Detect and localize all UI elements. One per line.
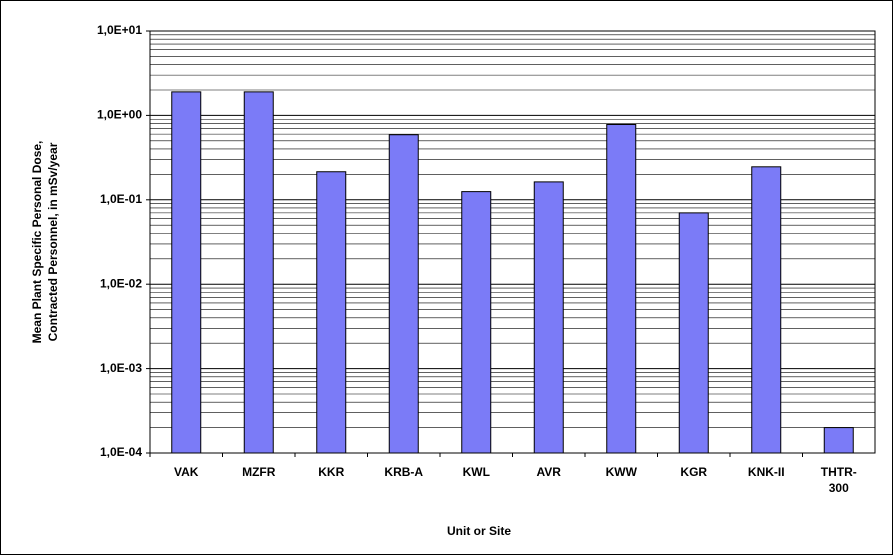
x-tick-label: KNK-II <box>747 465 785 479</box>
x-tick-label: AVR <box>536 465 561 479</box>
y-axis-label: Mean Plant Specific Personal Dose, <box>30 141 44 344</box>
x-axis-label: Unit or Site <box>447 524 511 538</box>
bar <box>606 124 637 454</box>
y-tick-label: 1,0E-02 <box>100 276 142 290</box>
bar <box>823 427 854 454</box>
y-axis-label: Contracted Personnel, in mSv/year <box>46 142 60 341</box>
bar <box>316 171 347 454</box>
y-tick-label: 1,0E+01 <box>97 23 142 37</box>
bar <box>171 91 202 454</box>
bar <box>751 166 782 454</box>
y-tick-label: 1,0E+00 <box>97 108 142 122</box>
plot-frame <box>149 30 876 454</box>
y-tick-label: 1,0E-01 <box>100 192 142 206</box>
y-tick-label: 1,0E-04 <box>100 445 142 459</box>
x-tick-label: VAK <box>174 465 199 479</box>
x-tick-label: KGR <box>680 465 708 479</box>
x-tick-label: MZFR <box>242 465 276 479</box>
x-tick-label: KWL <box>462 465 490 479</box>
bar <box>461 191 492 454</box>
bar <box>533 181 564 454</box>
bar <box>243 91 274 454</box>
bar <box>388 134 419 454</box>
x-tick-label: THTR- 300 <box>820 465 857 495</box>
y-tick-label: 1,0E-03 <box>100 361 142 375</box>
x-tick-label: KWW <box>605 465 637 479</box>
x-tick-label: KKR <box>318 465 345 479</box>
bar <box>678 212 709 454</box>
x-tick-label: KRB-A <box>384 465 424 479</box>
